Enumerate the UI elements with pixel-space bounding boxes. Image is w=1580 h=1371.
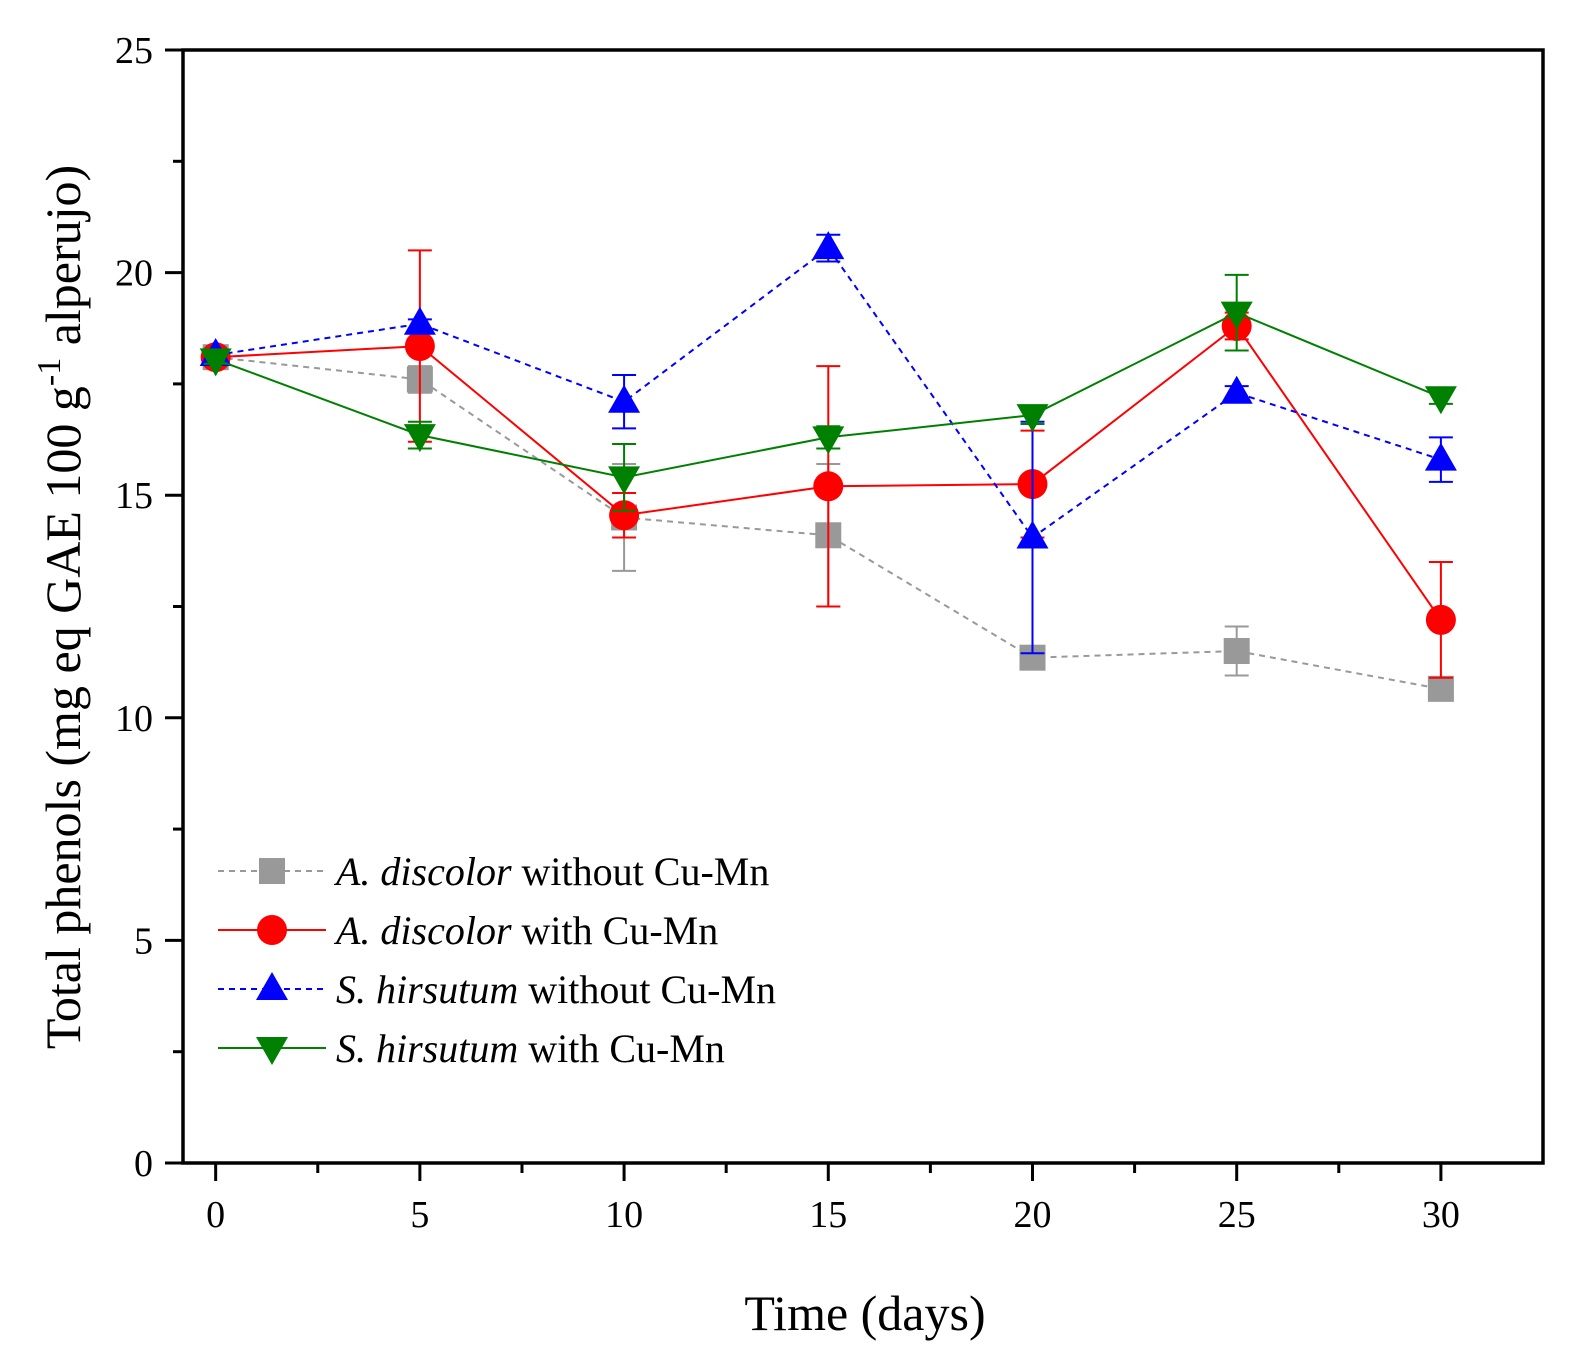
- legend-marker: [256, 972, 288, 1000]
- series-1-point: [1427, 675, 1454, 702]
- x-tick-label: 25: [1218, 1194, 1256, 1236]
- series-2-point: [813, 471, 844, 502]
- legend-marker: [256, 1037, 288, 1065]
- y-axis-title-tail: alperujo): [35, 165, 91, 358]
- series-4-point: [812, 426, 845, 455]
- series-1-point: [1223, 638, 1250, 665]
- x-tick-label: 5: [410, 1194, 429, 1236]
- series-3-point: [812, 231, 845, 260]
- y-axis-title-main: Total phenols (mg eq GAE 100 g: [35, 386, 91, 1049]
- legend-label-italic: S. hirsutum: [336, 1026, 518, 1071]
- legend-label: A. discolor without Cu-Mn: [333, 849, 769, 894]
- series-3-point: [403, 306, 436, 335]
- series-2-point: [404, 331, 435, 362]
- legend-label-rest: without Cu-Mn: [512, 849, 770, 894]
- series-2-point: [1425, 604, 1456, 635]
- legend-entry-3: S. hirsutum without Cu-Mn: [218, 967, 776, 1012]
- series-4-point: [1424, 386, 1457, 415]
- y-tick-label: 25: [115, 30, 153, 72]
- y-tick-label: 5: [134, 920, 153, 962]
- series-2-point: [609, 500, 640, 531]
- y-tick-label: 10: [115, 698, 153, 740]
- legend-marker: [257, 915, 287, 945]
- axes-layer: 0 5 10 15 20 25 30 0 5 10 15 20 25: [115, 30, 1545, 1236]
- legend-label: S. hirsutum with Cu-Mn: [336, 1026, 725, 1071]
- legend-label-rest: without Cu-Mn: [518, 967, 776, 1012]
- x-tick-label: 20: [1013, 1194, 1051, 1236]
- y-tick-label: 0: [134, 1143, 153, 1185]
- x-tick-label: 10: [605, 1194, 643, 1236]
- legend-label-rest: with Cu-Mn: [512, 908, 719, 953]
- series-4-point: [608, 466, 641, 495]
- series-3-point: [1220, 375, 1253, 404]
- y-axis-title-superscript: -1: [31, 358, 68, 386]
- series-4-point: [403, 424, 436, 453]
- series-4-point: [1016, 404, 1049, 433]
- legend-entry-1: A. discolor without Cu-Mn: [218, 849, 769, 894]
- x-tick-label: 15: [809, 1194, 847, 1236]
- plot-layer: [199, 231, 1457, 702]
- legend: A. discolor without Cu-MnA. discolor wit…: [218, 849, 776, 1071]
- legend-label-italic: A. discolor: [333, 908, 512, 953]
- y-axis-title: Total phenols (mg eq GAE 100 g-1 alperuj…: [31, 165, 91, 1049]
- y-tick-label: 20: [115, 253, 153, 295]
- series-3-point: [1016, 520, 1049, 549]
- series-3-point: [1424, 442, 1457, 471]
- x-tick-label: 30: [1422, 1194, 1460, 1236]
- legend-entry-4: S. hirsutum with Cu-Mn: [218, 1026, 725, 1071]
- series-3-point: [608, 384, 641, 413]
- legend-label-italic: S. hirsutum: [336, 967, 518, 1012]
- legend-marker: [259, 858, 285, 884]
- x-axis-title: Time (days): [744, 1285, 985, 1341]
- legend-label-italic: A. discolor: [333, 849, 512, 894]
- series-4: [199, 273, 1457, 512]
- series-4-point: [199, 348, 232, 377]
- x-tick-label: 0: [206, 1194, 225, 1236]
- legend-entry-2: A. discolor with Cu-Mn: [218, 908, 718, 953]
- legend-label: A. discolor with Cu-Mn: [333, 908, 718, 953]
- series-4-point: [1220, 301, 1253, 330]
- legend-label: S. hirsutum without Cu-Mn: [336, 967, 776, 1012]
- legend-label-rest: with Cu-Mn: [518, 1026, 725, 1071]
- y-tick-label: 15: [115, 475, 153, 517]
